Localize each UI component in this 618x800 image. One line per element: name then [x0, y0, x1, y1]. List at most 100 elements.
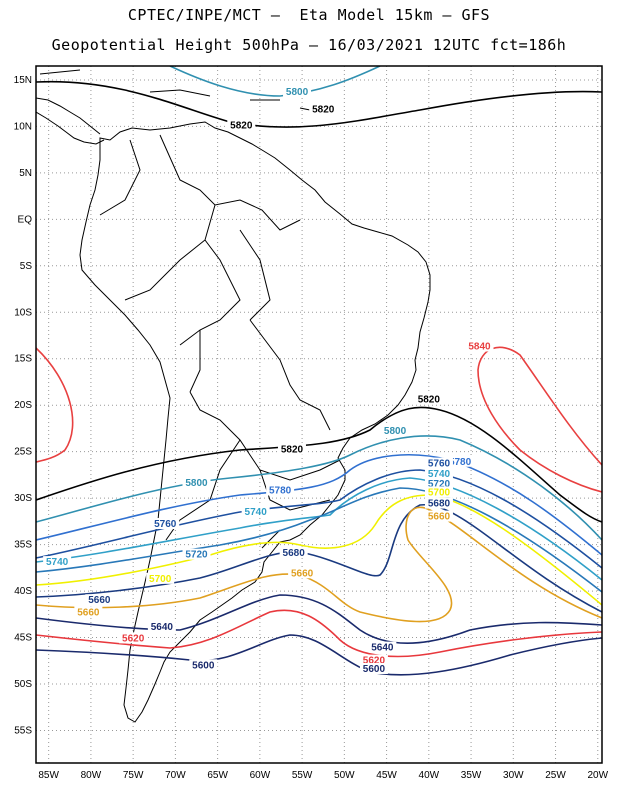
contour-label-bg: [359, 654, 388, 666]
map-title-line2: Geopotential Height 500hPa – 16/03/2021 …: [51, 36, 567, 54]
contour-5700: [36, 494, 602, 606]
lon-tick-label: 30W: [503, 770, 524, 781]
contour-label-bg: [85, 594, 114, 606]
contour-label: 5760: [428, 459, 451, 470]
contour-labels: 5800582058205840582058005780576057405720…: [43, 85, 494, 675]
contour-5720: [36, 487, 602, 593]
contour-label: 5800: [384, 426, 407, 437]
contour-label: 5720: [428, 479, 451, 490]
contour-label: 5820: [312, 105, 335, 116]
contour-label-bg: [446, 455, 475, 467]
lon-tick-label: 80W: [81, 770, 102, 781]
lat-tick-label: 30S: [14, 493, 32, 504]
contour-label: 5620: [122, 633, 145, 644]
lat-tick-label: 55S: [14, 725, 32, 736]
lat-tick-label: 45S: [14, 633, 32, 644]
lon-tick-label: 75W: [123, 770, 144, 781]
lon-tick-label: 40W: [419, 770, 440, 781]
contour-label: 5700: [428, 487, 451, 498]
contour-label-bg: [227, 119, 256, 131]
contour-label: 5800: [185, 478, 208, 489]
contour-label: 5820: [418, 394, 441, 405]
lat-tick-label: 20S: [14, 400, 32, 411]
contour-label: 5780: [449, 457, 472, 468]
contour-label: 5660: [88, 595, 111, 606]
lat-tick-label: 10S: [14, 307, 32, 318]
caribbean-islands: [39, 69, 321, 113]
contour-label-bg: [424, 510, 453, 522]
contour-5840-east: [477, 346, 602, 493]
contour-5820-north: [36, 80, 602, 128]
contour-label: 5660: [428, 512, 451, 523]
contour-label-bg: [241, 505, 270, 517]
contour-label: 5600: [192, 660, 215, 671]
lon-tick-label: 70W: [165, 770, 186, 781]
contour-label: 5820: [230, 120, 253, 131]
map-gridlines: [36, 66, 602, 763]
contour-label-bg: [151, 518, 180, 530]
contour-label-bg: [119, 632, 148, 644]
contour-label-bg: [182, 477, 211, 489]
lat-tick-label: 15N: [14, 75, 32, 86]
contour-5620: [36, 609, 602, 658]
lat-tick-label: 5N: [19, 168, 32, 179]
latitude-ticks: 15N 10N 5N EQ 5S 10S 15S 20S 25S 30S 35S 40S 45S 50S 5…: [14, 75, 33, 737]
contour-label: 5660: [291, 568, 314, 579]
contour-label: 5640: [151, 622, 174, 633]
contour-label-bg: [424, 478, 453, 490]
lat-tick-label: 10N: [14, 121, 32, 132]
contour-label-bg: [359, 662, 388, 674]
contour-label: 5620: [363, 656, 386, 667]
contour-label: 5680: [283, 548, 306, 559]
contour-5660-outer: [36, 506, 602, 623]
contour-label-bg: [368, 641, 397, 653]
contour-label: 5740: [245, 507, 268, 518]
longitude-ticks: 85W 80W 75W 70W 65W 60W 55W 50W 45W 40W 35W 30W 25W 2…: [38, 770, 608, 781]
lon-tick-label: 45W: [376, 770, 397, 781]
south-america-coastline: [79, 121, 431, 723]
coastline-borders: [36, 69, 431, 723]
lon-tick-label: 65W: [207, 770, 228, 781]
lat-tick-label: 35S: [14, 540, 32, 551]
contour-label: 5720: [185, 550, 208, 561]
contour-label-bg: [309, 103, 338, 115]
contour-5740: [36, 477, 602, 581]
contour-label: 5640: [371, 643, 394, 654]
contour-label: 5680: [428, 499, 451, 510]
lon-tick-label: 85W: [38, 770, 59, 781]
lon-tick-label: 25W: [545, 770, 566, 781]
contour-5840-west: [36, 347, 74, 463]
map-title-line1: CPTEC/INPE/MCT – Eta Model 15km – GFS: [127, 6, 491, 24]
contour-lines: [36, 66, 602, 676]
contour-label-bg: [288, 567, 317, 579]
contour-label: 5700: [149, 574, 172, 585]
contour-label-bg: [147, 621, 176, 633]
contour-label-bg: [424, 457, 453, 469]
contour-5800-main: [36, 435, 602, 541]
map-frame: [35, 65, 603, 764]
contour-label: 5760: [154, 519, 177, 530]
lat-tick-label: 40S: [14, 586, 32, 597]
contour-label-bg: [381, 425, 410, 437]
lat-tick-label: EQ: [18, 214, 33, 225]
lon-tick-label: 50W: [334, 770, 355, 781]
contour-label: 5740: [46, 557, 69, 568]
contour-label-bg: [182, 548, 211, 560]
contour-label-bg: [424, 467, 453, 479]
contour-label-bg: [465, 340, 494, 352]
contour-label-bg: [424, 486, 453, 498]
contour-label-bg: [189, 659, 218, 671]
lon-tick-label: 20W: [587, 770, 608, 781]
contour-5680: [36, 504, 602, 613]
lon-tick-label: 60W: [250, 770, 271, 781]
lon-tick-label: 35W: [461, 770, 482, 781]
contour-label-bg: [74, 606, 103, 618]
central-america-coastline: [36, 97, 105, 145]
contour-label: 5780: [269, 486, 292, 497]
contour-label-bg: [43, 556, 72, 568]
lon-tick-label: 55W: [292, 770, 313, 781]
contour-5820-main: [36, 406, 602, 523]
contour-label: 5800: [286, 87, 309, 98]
contour-label: 5820: [281, 445, 304, 456]
contour-label-bg: [414, 393, 443, 405]
